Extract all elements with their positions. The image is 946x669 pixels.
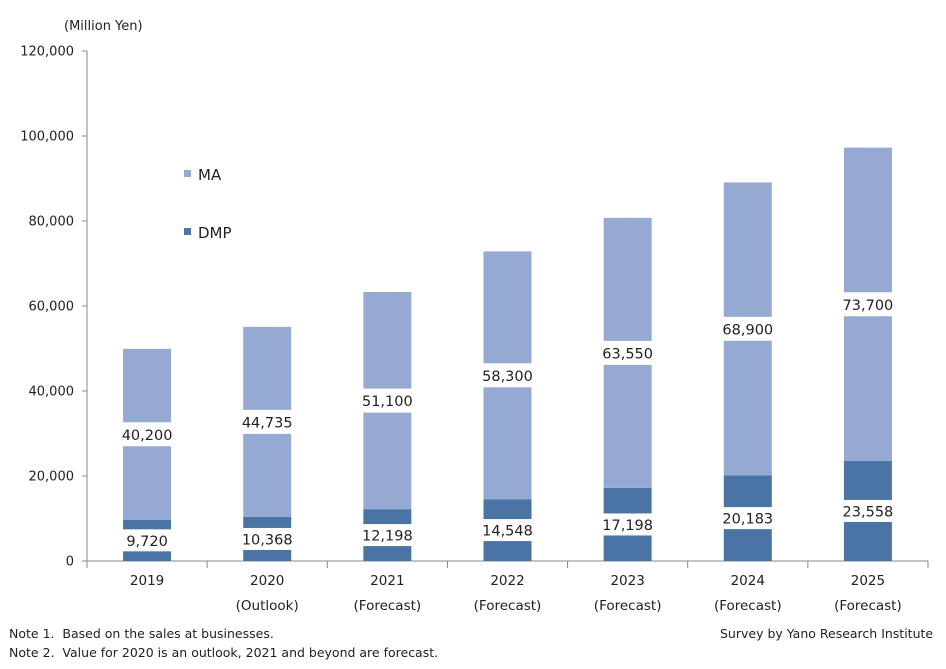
legend-label-ma: MA — [198, 166, 222, 184]
label-gap — [241, 409, 294, 434]
x-tick-sublabel: (Outlook) — [236, 598, 299, 614]
label-gap — [841, 292, 894, 317]
x-tick-sublabel: (Forecast) — [714, 598, 782, 614]
legend-swatch-dmp — [184, 228, 191, 235]
label-gap — [601, 340, 654, 365]
data-label-ma: 51,100 — [362, 394, 413, 410]
label-gap — [481, 519, 534, 542]
x-tick-label: 2025 — [851, 573, 885, 589]
x-tick-sublabel: (Forecast) — [354, 598, 422, 614]
x-tick-sublabel: (Forecast) — [594, 598, 662, 614]
data-label-dmp: 17,198 — [602, 518, 653, 534]
x-tick-label: 2019 — [130, 573, 164, 589]
data-label-ma: 68,900 — [722, 322, 773, 338]
data-label-ma: 73,700 — [843, 298, 894, 314]
note-2: Note 2. Value for 2020 is an outlook, 20… — [9, 645, 439, 660]
data-label-ma: 63,550 — [602, 346, 653, 362]
legend-swatch-ma — [184, 170, 191, 177]
y-tick-label: 80,000 — [29, 215, 75, 230]
data-label-ma: 44,735 — [242, 415, 293, 431]
x-tick-sublabel: (Forecast) — [474, 598, 542, 614]
label-gap — [121, 422, 174, 447]
label-gap — [601, 513, 654, 536]
data-label-ma: 40,200 — [122, 428, 173, 444]
x-tick-label: 2022 — [490, 573, 524, 589]
label-gap — [121, 529, 174, 552]
data-label-ma: 58,300 — [482, 369, 533, 385]
data-label-dmp: 23,558 — [843, 504, 894, 520]
y-unit-label: (Million Yen) — [64, 19, 143, 34]
x-tick-sublabel: (Forecast) — [834, 598, 902, 614]
label-gap — [241, 527, 294, 550]
legend — [166, 152, 250, 254]
y-tick-label: 100,000 — [20, 130, 74, 145]
note-1: Note 1. Based on the sales at businesses… — [9, 626, 274, 641]
label-gap — [721, 316, 774, 341]
label-gap — [841, 499, 894, 522]
x-tick-label: 2023 — [610, 573, 644, 589]
data-label-dmp: 10,368 — [242, 532, 293, 548]
x-tick-label: 2024 — [731, 573, 765, 589]
y-tick-label: 40,000 — [29, 385, 75, 400]
x-tick-label: 2020 — [250, 573, 284, 589]
data-label-dmp: 14,548 — [482, 524, 533, 540]
chart: (Million Yen) 0 20,000 40,000 60,000 80,000 10… — [20, 19, 929, 614]
data-label-dmp: 20,183 — [722, 512, 773, 528]
source-credit: Survey by Yano Research Institute — [720, 626, 934, 641]
y-tick-label: 120,000 — [20, 45, 74, 60]
y-tick-label: 60,000 — [29, 300, 75, 315]
label-gap — [361, 524, 414, 547]
data-label-dmp: 12,198 — [362, 529, 413, 545]
y-tick-label: 20,000 — [29, 470, 75, 485]
label-gap — [481, 363, 534, 388]
y-tick-label: 0 — [66, 555, 74, 570]
data-label-dmp: 9,720 — [126, 534, 168, 550]
x-tick-label: 2021 — [370, 573, 404, 589]
label-gap — [721, 507, 774, 530]
label-gap — [361, 388, 414, 413]
legend-label-dmp: DMP — [198, 224, 232, 242]
